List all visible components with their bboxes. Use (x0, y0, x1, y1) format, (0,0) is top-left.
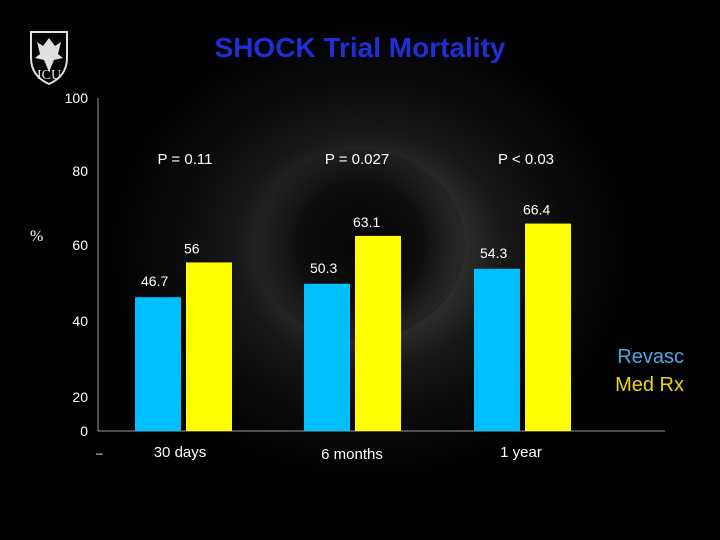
labels: 0 20 40 60 80 100 46.7 56 30 days P = 0.11 50.3 63.… (65, 90, 554, 463)
y-tick-label: 0 (80, 423, 88, 439)
chart-title: SHOCK Trial Mortality (214, 32, 506, 63)
legend-entry-medrx: Med Rx (615, 374, 684, 396)
p-value-label: P = 0.027 (325, 151, 389, 168)
y-tick-label: 20 (72, 389, 88, 405)
crest-logo-icon (30, 31, 68, 86)
x-tick-label: 30 days (154, 444, 207, 461)
bar-medrx (525, 223, 571, 431)
y-tick-label: 100 (65, 90, 89, 106)
y-tick-label: 60 (72, 237, 88, 253)
bar-medrx (355, 235, 401, 431)
p-value-label: P < 0.03 (498, 151, 554, 168)
y-tick-label: 80 (72, 163, 88, 179)
data-label: 63.1 (353, 214, 380, 230)
bars (135, 223, 571, 431)
bar-revasc (135, 297, 181, 431)
bar-revasc (474, 268, 520, 431)
p-value-label: P = 0.11 (158, 151, 213, 168)
data-label: 46.7 (141, 273, 168, 289)
y-tick-label: 40 (72, 313, 88, 329)
data-label: 54.3 (480, 245, 507, 261)
bar-revasc (304, 283, 350, 431)
legend-entry-revasc: Revasc (617, 346, 684, 368)
logo-caption: ICU (36, 68, 62, 83)
bar-medrx (186, 262, 232, 431)
y-axis-label: % (30, 228, 44, 245)
dash-mark: – (96, 446, 103, 460)
x-tick-label: 6 months (321, 446, 383, 463)
data-label: 56 (184, 240, 200, 256)
x-tick-label: 1 year (500, 444, 542, 461)
legend: Revasc Med Rx (598, 344, 688, 404)
data-label: 66.4 (523, 202, 550, 218)
data-label: 50.3 (310, 260, 337, 276)
